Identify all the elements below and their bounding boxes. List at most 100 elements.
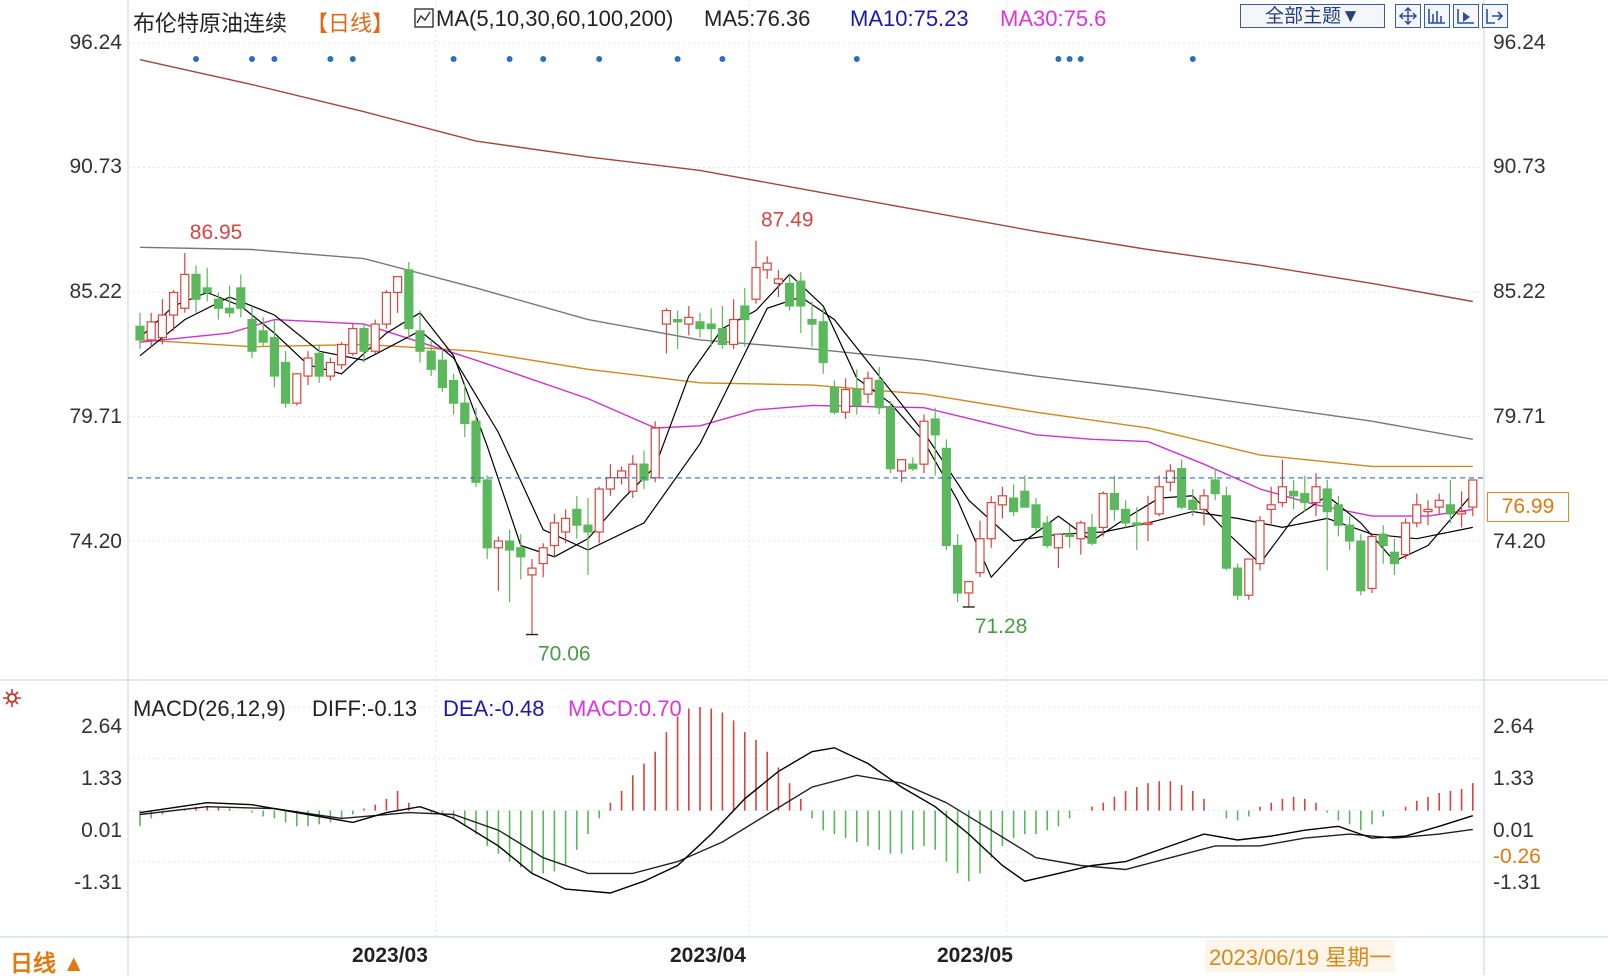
candle-body-up [1165,470,1176,483]
step-forward-icon[interactable] [1453,4,1479,28]
candle-body-up [303,357,313,377]
candle [1120,500,1131,528]
candle-body-up [919,420,929,465]
price-tick-right: 74.20 [1493,530,1546,553]
event-dot [540,56,547,62]
price-tick-left: 96.24 [69,31,122,54]
theme-dropdown[interactable]: 全部主题▼ [1240,4,1385,28]
candle [1356,534,1366,596]
candle-body-up [1244,558,1254,596]
candle-body-up [1400,522,1411,556]
candle [706,308,716,347]
candle [1389,538,1400,575]
low-annotation: 70.06 [538,643,591,666]
candle [605,464,616,496]
candle [538,543,548,578]
candle-body-up [1255,520,1265,565]
month-label: 2023/05 [937,944,1013,967]
candle [1445,479,1456,523]
macd-tick-right: -1.31 [1493,871,1541,894]
candle-body-down [1188,499,1198,510]
ma30-value: MA30:75.6 [1000,6,1107,31]
candle [661,308,672,354]
candle [762,256,772,279]
month-label: 2023/03 [352,944,428,967]
candle-body-up [1076,522,1086,540]
candle [717,306,728,349]
ma-settings-icon[interactable] [414,8,434,33]
candle [1165,464,1176,492]
candle-body-down [874,379,884,409]
candle-body-up [1456,511,1467,515]
candle [359,324,369,363]
macd-diff-value: DIFF:-0.13 [312,696,418,721]
bar-chart-icon[interactable] [1424,4,1450,28]
candle [516,534,526,580]
candle-body-down [471,420,481,483]
candle-body-down [415,330,425,352]
price-tick-left: 85.22 [69,280,122,303]
macd-tick-right: 2.64 [1493,715,1534,738]
export-icon[interactable] [1482,4,1508,28]
candle-body-up [1277,486,1288,504]
macd-tick-left: -1.31 [74,871,122,894]
candle [493,536,503,591]
candle-body-up [594,488,604,533]
candle [1244,558,1254,600]
candle-body-up [157,314,167,339]
candle-body-down [1300,492,1310,504]
candle [1199,489,1209,526]
candle-body-up [560,517,571,533]
candle-body-down [672,318,683,323]
candle [471,407,481,487]
candle-body-down [1031,504,1041,529]
candle-body-down [1008,497,1019,513]
candle-body-up [146,321,156,341]
candle-body-up [549,522,560,547]
high-annotation: 87.49 [761,209,814,232]
current-price-badge: 76.99 [1487,492,1569,522]
candle-body-up [348,328,358,355]
candle-body-down [885,407,896,470]
candle-body-down [505,540,515,551]
candle [393,276,403,313]
candle-body-down [796,280,806,307]
candle-body-down [213,298,223,309]
candle [952,534,963,603]
candle-body-up [728,318,739,346]
candle [986,495,996,548]
candle [1300,475,1310,512]
period-switch-button[interactable]: 日线 ▲ [10,950,86,976]
candle-body-down [1087,526,1097,544]
candle [370,319,380,354]
candle [1255,516,1265,571]
candle [896,459,907,483]
candle [628,455,638,499]
candle-body-down [852,389,862,407]
candle-body-up [964,581,974,594]
indicator-settings-icon[interactable] [2,688,22,713]
candle-body-up [650,427,660,479]
candle [236,274,246,318]
candle [258,317,268,347]
ma10-line [139,296,1473,551]
candle [505,529,515,603]
candle [157,299,167,345]
price-tick-left: 74.20 [69,530,122,553]
price-annotations: 86.95 87.49 70.06 71.28 [190,209,1028,666]
candle-body-up [1199,495,1209,510]
event-dot [349,56,356,62]
candle-body-up [863,377,873,395]
candle-body-down [1042,522,1052,547]
candle [269,319,279,388]
candle [908,457,918,471]
month-label: 2023/04 [670,944,746,967]
fit-icon[interactable] [1395,4,1421,28]
candle [796,272,806,334]
candle [1087,513,1097,546]
candle [449,373,459,415]
candle [404,261,414,338]
candle [594,486,604,544]
candle-body-down [426,350,436,370]
candle-body-down [829,386,840,413]
